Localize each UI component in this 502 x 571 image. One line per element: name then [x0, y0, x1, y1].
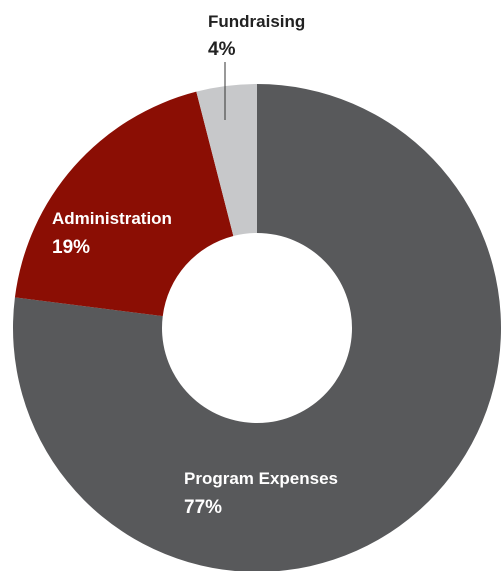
label-administration-pct: 19% — [52, 237, 90, 258]
slice-administration — [14, 91, 234, 317]
donut-slices — [13, 84, 501, 571]
slice-program-expenses — [13, 84, 501, 571]
label-fundraising-pct: 4% — [208, 39, 236, 60]
label-fundraising-name: Fundraising — [208, 12, 305, 31]
label-program-expenses-pct: 77% — [184, 497, 222, 518]
label-program-expenses-name: Program Expenses — [184, 469, 338, 488]
label-administration-name: Administration — [52, 209, 172, 228]
slice-fundraising — [196, 84, 257, 236]
